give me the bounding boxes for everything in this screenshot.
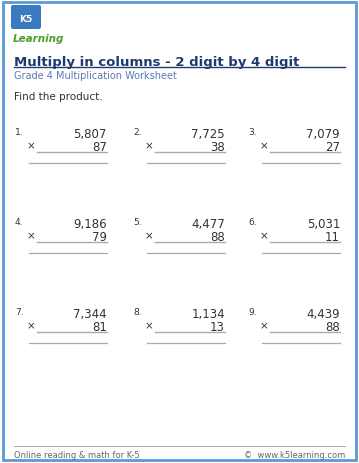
Text: 1.: 1. bbox=[15, 128, 24, 137]
Text: 1,134: 1,134 bbox=[191, 307, 225, 320]
Text: ×: × bbox=[27, 320, 36, 330]
Text: ©  www.k5learning.com: © www.k5learning.com bbox=[244, 450, 345, 459]
Text: Find the product.: Find the product. bbox=[14, 92, 103, 102]
Text: Learning: Learning bbox=[13, 34, 64, 44]
Text: 7,725: 7,725 bbox=[191, 128, 225, 141]
Text: 27: 27 bbox=[325, 141, 340, 154]
Text: Online reading & math for K-5: Online reading & math for K-5 bbox=[14, 450, 140, 459]
Text: ×: × bbox=[260, 231, 269, 240]
Text: 5,031: 5,031 bbox=[307, 218, 340, 231]
Text: 88: 88 bbox=[210, 231, 225, 244]
Text: 4,477: 4,477 bbox=[191, 218, 225, 231]
Text: 7.: 7. bbox=[15, 307, 24, 316]
Text: 2.: 2. bbox=[133, 128, 141, 137]
Text: ×: × bbox=[145, 320, 154, 330]
Text: 8.: 8. bbox=[133, 307, 141, 316]
Text: Grade 4 Multiplication Worksheet: Grade 4 Multiplication Worksheet bbox=[14, 71, 177, 81]
Text: K5: K5 bbox=[19, 14, 33, 24]
Text: 79: 79 bbox=[92, 231, 107, 244]
Text: 6.: 6. bbox=[248, 218, 257, 226]
Text: 4.: 4. bbox=[15, 218, 23, 226]
Text: ×: × bbox=[260, 141, 269, 150]
Text: ×: × bbox=[145, 141, 154, 150]
Text: 7,079: 7,079 bbox=[306, 128, 340, 141]
Text: 87: 87 bbox=[92, 141, 107, 154]
Text: ×: × bbox=[145, 231, 154, 240]
Text: 4,439: 4,439 bbox=[306, 307, 340, 320]
Text: 38: 38 bbox=[210, 141, 225, 154]
Text: 11: 11 bbox=[325, 231, 340, 244]
Text: Multiply in columns - 2 digit by 4 digit: Multiply in columns - 2 digit by 4 digit bbox=[14, 56, 299, 69]
Text: 3.: 3. bbox=[248, 128, 257, 137]
Text: 5.: 5. bbox=[133, 218, 141, 226]
FancyBboxPatch shape bbox=[11, 6, 41, 30]
Text: 9,186: 9,186 bbox=[73, 218, 107, 231]
Text: ×: × bbox=[27, 141, 36, 150]
Text: 5,807: 5,807 bbox=[74, 128, 107, 141]
Text: 88: 88 bbox=[325, 320, 340, 333]
Text: ×: × bbox=[260, 320, 269, 330]
Text: 9.: 9. bbox=[248, 307, 257, 316]
Text: 81: 81 bbox=[92, 320, 107, 333]
Text: ×: × bbox=[27, 231, 36, 240]
Text: 7,344: 7,344 bbox=[73, 307, 107, 320]
Text: 13: 13 bbox=[210, 320, 225, 333]
